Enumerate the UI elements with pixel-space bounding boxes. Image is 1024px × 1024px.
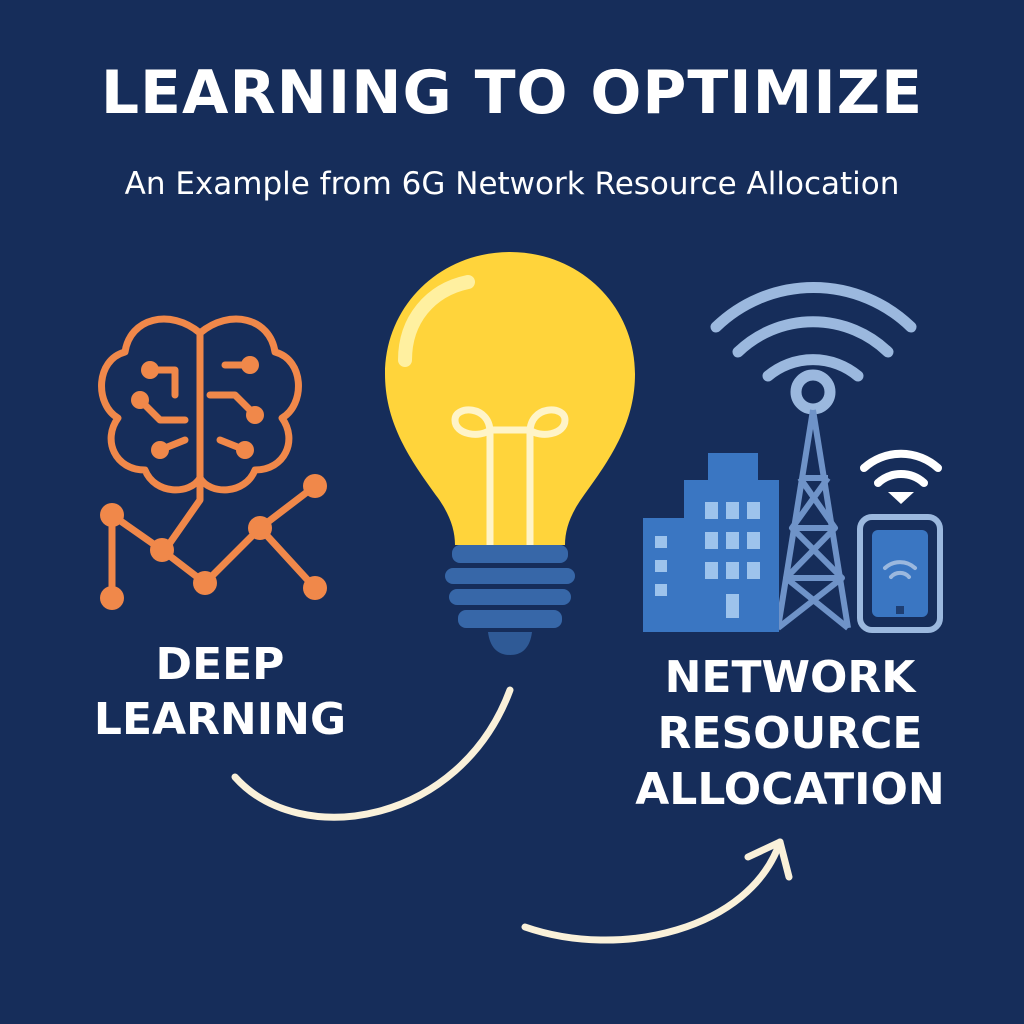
smartphone-icon	[857, 449, 943, 633]
phone-wifi-outer	[860, 449, 942, 472]
bulb-base-ring-2	[445, 568, 575, 584]
page-subtitle: An Example from 6G Network Resource Allo…	[124, 166, 900, 202]
nra-label-line: NETWORK	[664, 652, 916, 703]
bulb-tip	[488, 632, 532, 655]
deep-learning-label-line: DEEP	[155, 639, 285, 690]
bulb-highlight	[398, 275, 475, 367]
deep-learning-label: DEEP LEARNING	[60, 638, 380, 747]
nra-label-line: ALLOCATION	[635, 763, 945, 815]
curved-arrow-to-network	[521, 838, 793, 944]
bulb-base-ring-4	[458, 610, 562, 628]
buildings-icon	[643, 453, 779, 632]
curved-connector-arrow	[231, 686, 514, 821]
bulb-base-ring-3	[449, 589, 571, 605]
cell-tower-icon	[775, 409, 851, 631]
lightbulb-icon	[385, 252, 635, 655]
wifi-signal-icon	[710, 281, 917, 415]
phone-wifi-inner	[874, 470, 928, 487]
bulb-filament	[451, 406, 569, 549]
network-resource-allocation-label: NETWORK RESOURCE ALLOCATION	[610, 650, 970, 818]
network-nodes	[100, 356, 327, 610]
nra-label-line: RESOURCE	[657, 707, 923, 759]
page-title: LEARNING TO OPTIMIZE	[100, 58, 924, 128]
deep-learning-label-line: LEARNING	[93, 693, 347, 745]
bulb-base-ring-1	[452, 545, 568, 563]
brain-network-icon	[98, 315, 319, 602]
arrow-head	[744, 838, 793, 881]
